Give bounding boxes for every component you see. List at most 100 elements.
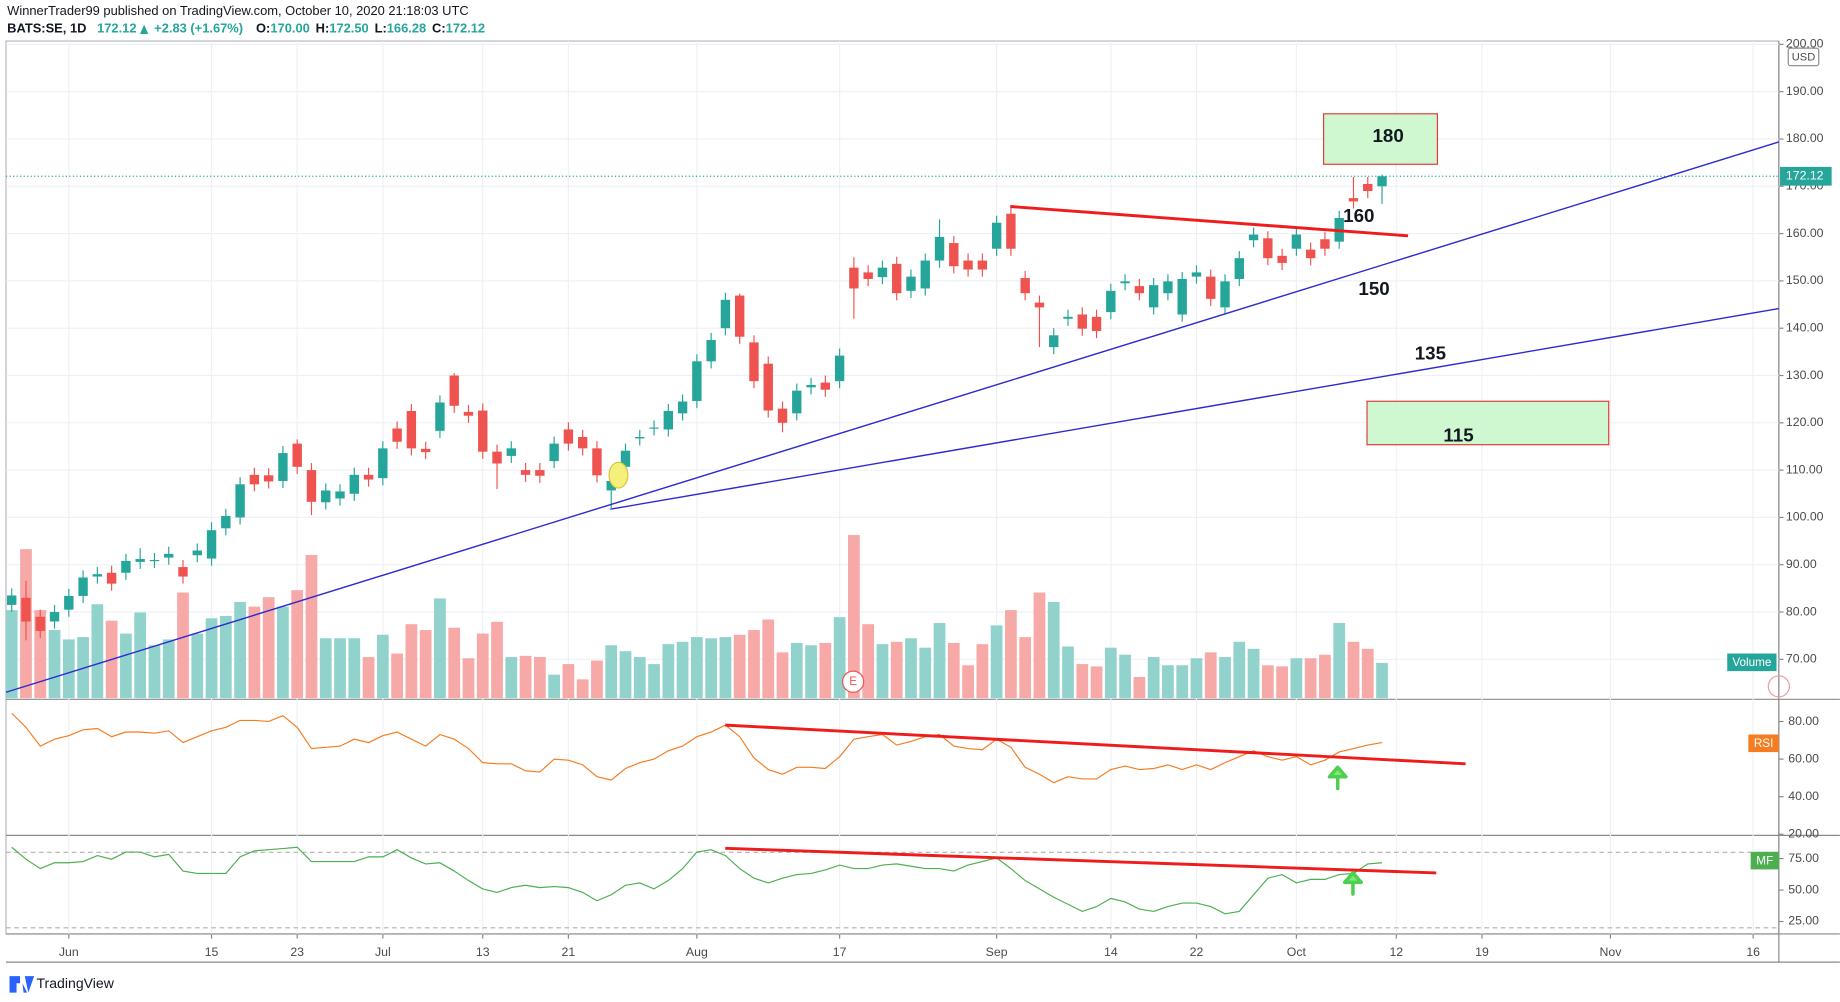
volume-bar (676, 641, 689, 699)
candle-body (920, 260, 930, 289)
volume-bar (62, 639, 75, 699)
candle-body (78, 577, 88, 596)
annotation: 135 (1415, 342, 1446, 363)
volume-bar (277, 606, 289, 699)
candle-body (635, 436, 645, 439)
volume-bar (876, 644, 889, 699)
candle-body (64, 595, 74, 610)
volume-bar (790, 642, 803, 699)
volume-bar (319, 638, 332, 699)
candle-body (806, 384, 816, 388)
candle-body (792, 390, 802, 414)
trendline (610, 307, 1779, 510)
volume-bar (205, 618, 218, 699)
resistance-line (1010, 205, 1409, 238)
candle-body (378, 448, 388, 479)
ohlc-value: 170.00 (270, 21, 309, 36)
volume-bar (1133, 676, 1146, 699)
candle-body (406, 410, 417, 449)
rsi-tag (1748, 734, 1779, 753)
candle-body (577, 436, 588, 449)
candle-body (1120, 281, 1130, 284)
volume-bar (1147, 657, 1160, 699)
candle-body (164, 553, 174, 558)
volume-bar (1090, 666, 1103, 699)
x-tick-label: 14 (1104, 945, 1118, 959)
volume-bar (476, 633, 489, 699)
y-tick-label: 200.00 (1786, 37, 1824, 51)
candle-body (1363, 183, 1373, 192)
candle-body (1234, 258, 1244, 280)
y-tick-label: 130.00 (1786, 368, 1824, 382)
green-arrow (1342, 871, 1363, 896)
annotation: 115 (1443, 424, 1473, 445)
x-tick-label: Sep (986, 945, 1008, 959)
volume-bar (1247, 648, 1260, 699)
candle-body (206, 530, 217, 559)
volume-bar (648, 664, 660, 699)
last-price-tag (1780, 166, 1832, 186)
trendline (5, 141, 1780, 693)
volume-bar (762, 619, 775, 699)
x-tick-label: Nov (1599, 945, 1622, 959)
volume-bar (562, 664, 575, 699)
mf-line (11, 846, 1383, 915)
volume-bar (1176, 665, 1189, 699)
volume-bar (848, 535, 860, 699)
candle-body (1348, 198, 1359, 202)
symbol-line: BATS:SE, 1D 172.12 +2.83 (+1.67%) O:170.… (7, 21, 485, 36)
volume-bar (419, 630, 432, 699)
candle-body (506, 448, 516, 456)
candle-body (592, 448, 602, 476)
volume-bar (1104, 647, 1117, 699)
rsi-label: RSI (1754, 737, 1774, 750)
volume-bar (1333, 623, 1346, 699)
volume-bar (1319, 654, 1331, 699)
candle-body (1206, 276, 1216, 299)
volume-bar (291, 590, 304, 699)
volume-bar (705, 638, 718, 699)
volume-bar (376, 634, 389, 699)
x-tick-label: Oct (1287, 945, 1307, 959)
target-box (1323, 113, 1439, 165)
candle-body (777, 408, 788, 423)
volume-bar (976, 644, 989, 699)
candle-body (292, 443, 302, 467)
candle-body (677, 401, 688, 414)
volume-bar (262, 597, 275, 699)
candle-body (1034, 302, 1045, 308)
volume-bar (947, 642, 960, 699)
candle-body (963, 260, 973, 270)
ohlc-key: C: (432, 21, 446, 36)
candle-body (820, 382, 831, 390)
volume-bar (1062, 646, 1074, 699)
volume-bar (234, 601, 246, 699)
ohlc-key: L: (375, 21, 387, 36)
logo (9, 976, 35, 993)
volume-bar (148, 645, 161, 699)
volume-bar (962, 665, 974, 699)
candle-body (549, 443, 559, 462)
candle-body (1163, 281, 1173, 294)
candle-body (192, 550, 202, 556)
volume-bar (1304, 658, 1317, 699)
volume-bar (1204, 652, 1217, 699)
candle-body (235, 484, 245, 518)
candle-body (620, 450, 631, 467)
mf-tick-label: 25.00 (1788, 914, 1819, 928)
y-tick-label: 100.00 (1786, 510, 1824, 524)
volume-bar (890, 641, 903, 699)
x-tick-label: 19 (1475, 945, 1489, 959)
candle-body (563, 429, 574, 444)
candle-body (849, 267, 859, 289)
volume-bar (34, 610, 47, 699)
volume-bar (505, 657, 518, 699)
volume-bar (362, 657, 375, 699)
volume-bar (120, 633, 132, 699)
mf-tick-label: 50.00 (1788, 882, 1819, 896)
volume-bar (48, 630, 61, 699)
volume-bar (819, 642, 832, 699)
candle-body (535, 470, 545, 476)
volume-bar (1119, 654, 1131, 699)
candle-body (1006, 213, 1016, 249)
